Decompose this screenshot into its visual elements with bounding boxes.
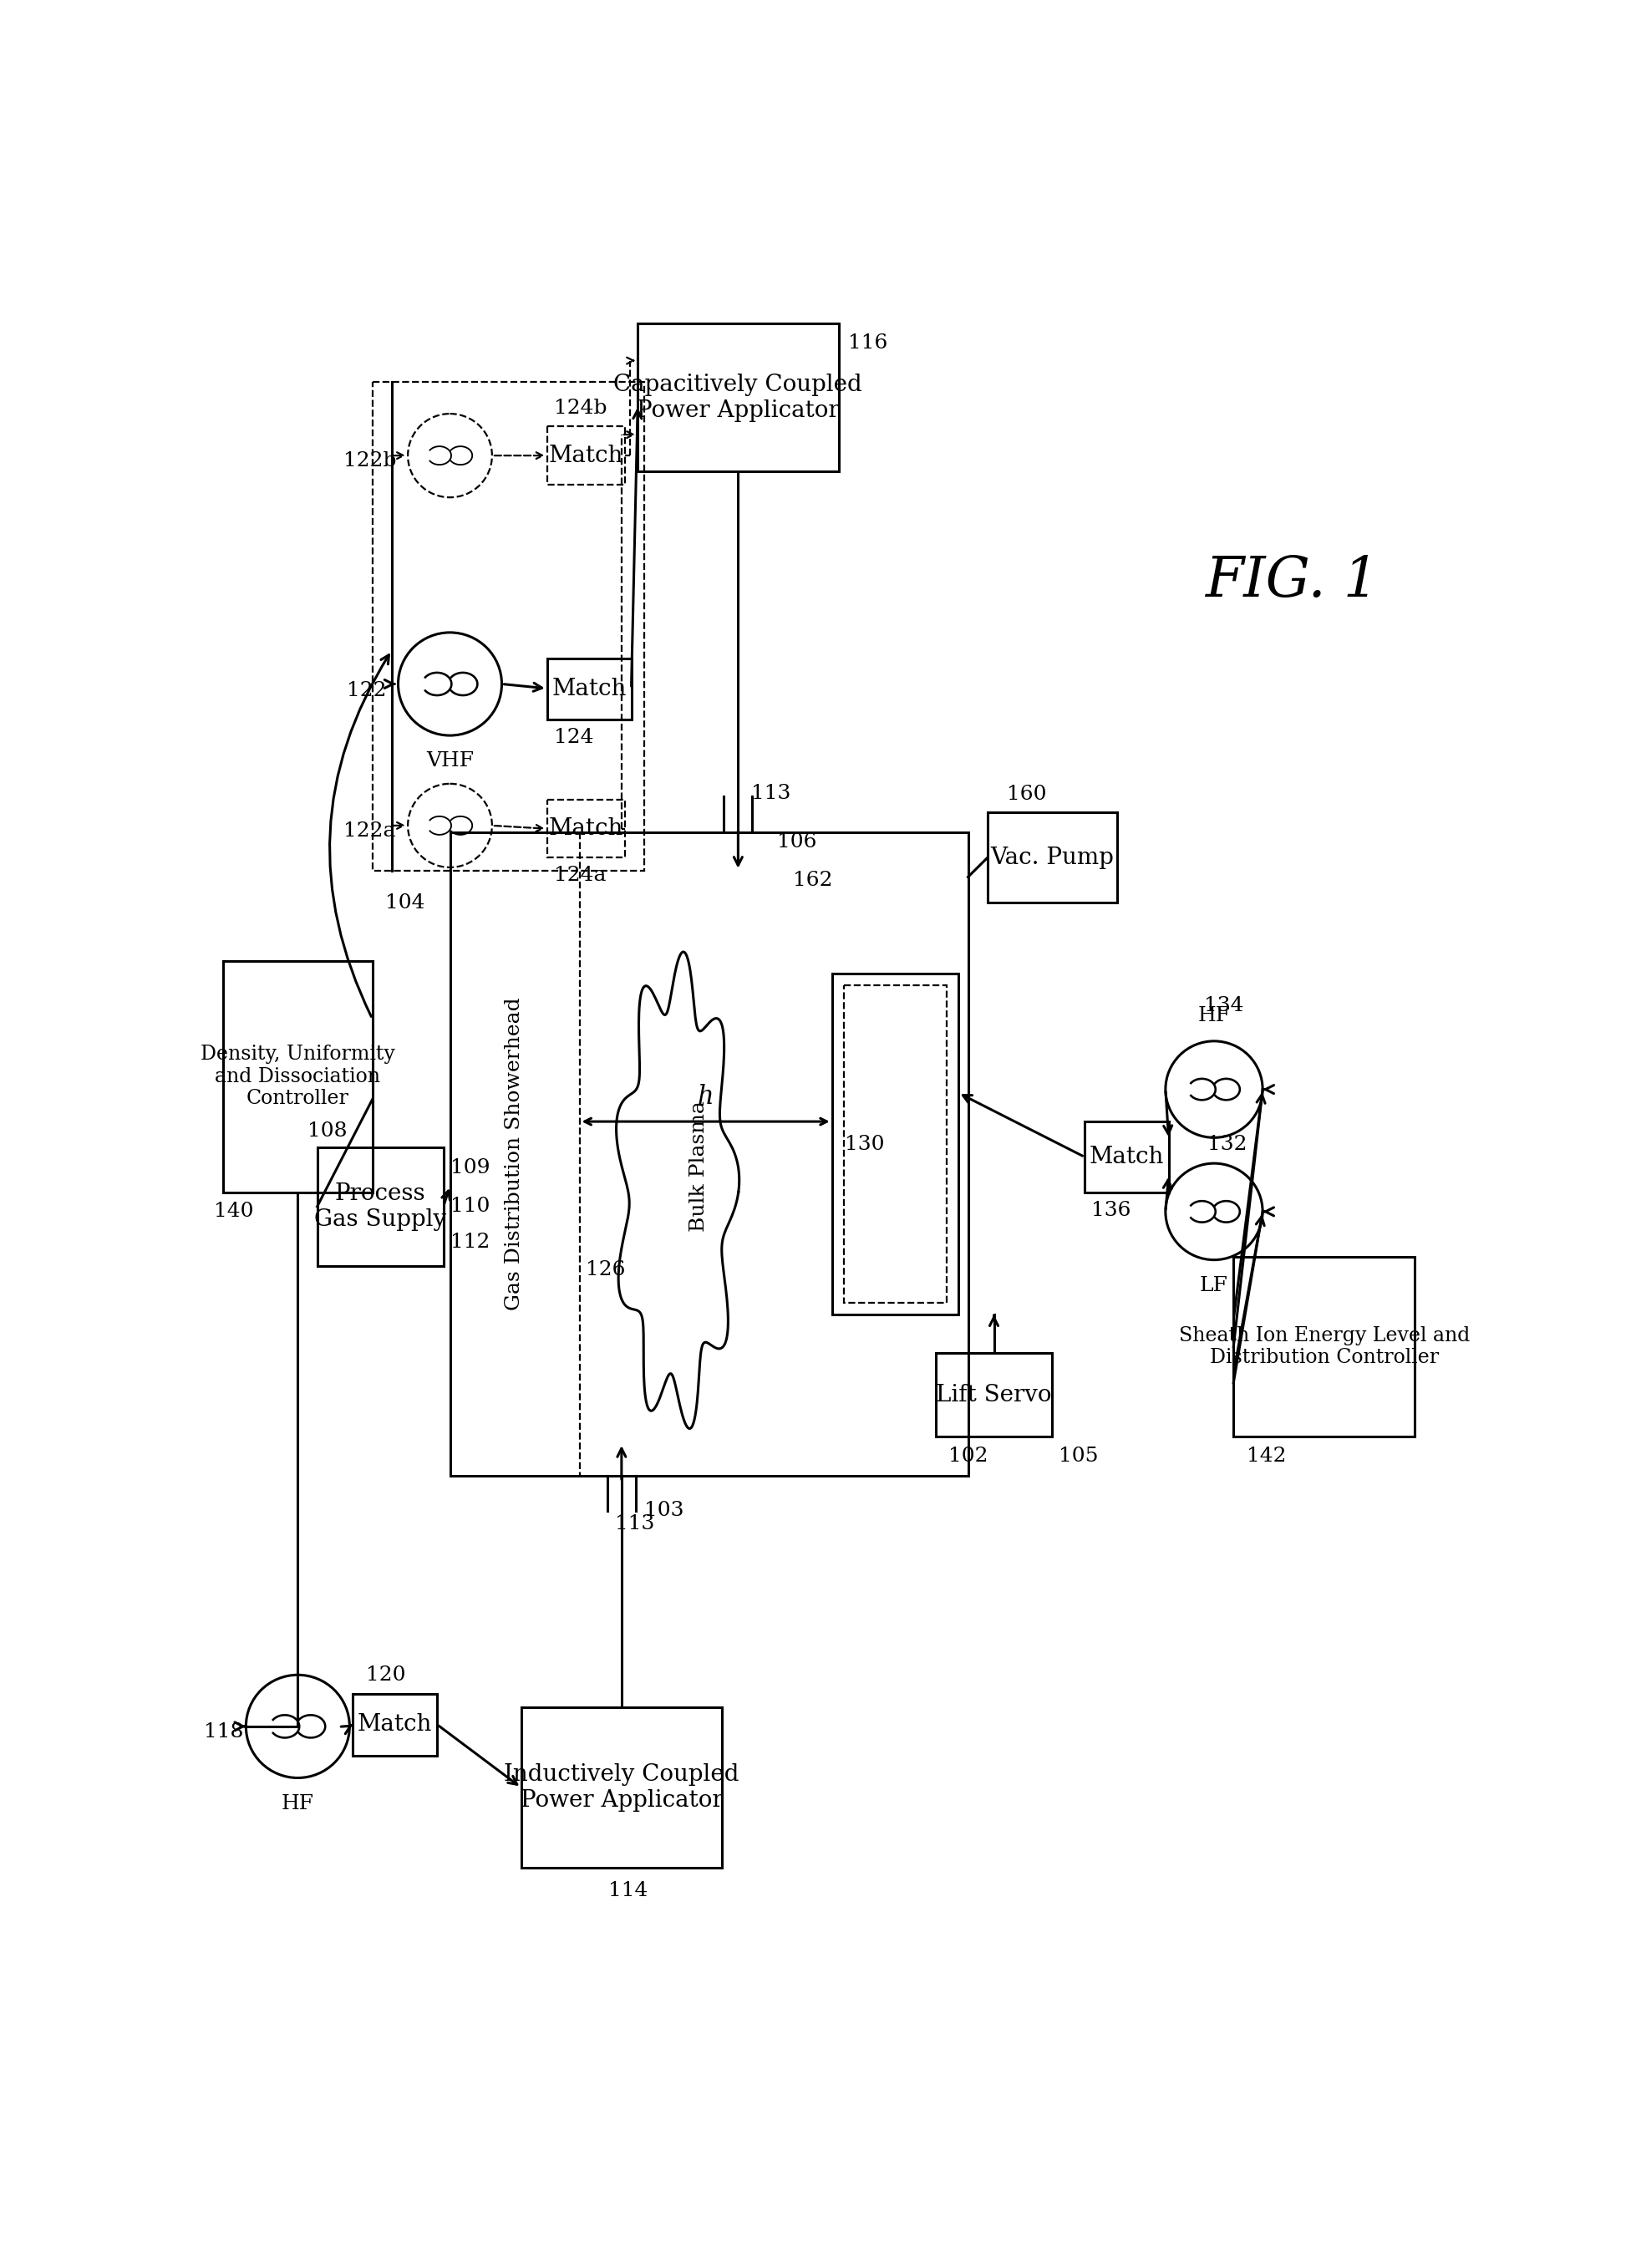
Bar [1233,1256,1414,1438]
Text: 124a: 124a [553,866,605,885]
Text: 122b: 122b [343,451,396,469]
Text: 160: 160 [1006,785,1047,805]
Text: Lift Servo: Lift Servo [936,1383,1052,1406]
Text: 114: 114 [608,1880,648,1901]
Text: Match: Match [551,678,626,701]
Text: 122: 122 [346,680,387,701]
Bar [546,426,625,485]
Text: 104: 104 [385,894,426,912]
Bar [832,973,959,1315]
Text: 110: 110 [450,1198,489,1216]
Text: 124b: 124b [553,399,607,417]
Text: Process
Gas Supply: Process Gas Supply [315,1182,447,1232]
Text: 113: 113 [750,785,791,803]
Bar [638,324,838,472]
Text: Vac. Pump: Vac. Pump [990,846,1114,869]
Text: 136: 136 [1091,1200,1130,1220]
Text: 126: 126 [586,1261,626,1279]
Text: h: h [698,1084,714,1109]
Text: 106: 106 [776,832,817,850]
Text: Capacitively Coupled
Power Applicator: Capacitively Coupled Power Applicator [613,374,863,422]
Text: HF: HF [282,1794,315,1812]
Text: FIG. 1: FIG. 1 [1205,553,1378,608]
Text: Gas Distribution Showerhead: Gas Distribution Showerhead [506,998,524,1311]
Text: 162: 162 [793,871,833,889]
Bar [450,832,967,1476]
Text: 132: 132 [1207,1134,1248,1154]
Bar [546,801,625,857]
Text: Bulk Plasma: Bulk Plasma [690,1100,709,1232]
Text: 124: 124 [553,728,594,746]
Text: 120: 120 [365,1665,406,1685]
Text: 105: 105 [1059,1447,1098,1465]
Text: 140: 140 [214,1202,253,1220]
Text: 116: 116 [848,333,887,352]
Text: Match: Match [548,445,623,467]
Text: Density, Uniformity
and Dissociation
Controller: Density, Uniformity and Dissociation Con… [201,1046,395,1109]
Text: 113: 113 [615,1515,654,1533]
Text: 108: 108 [308,1123,347,1141]
Text: LF: LF [1200,1277,1228,1295]
Bar [936,1354,1052,1438]
Text: Inductively Coupled
Power Applicator: Inductively Coupled Power Applicator [504,1762,739,1812]
Text: Sheath Ion Energy Level and
Distribution Controller: Sheath Ion Energy Level and Distribution… [1179,1327,1470,1368]
Text: Match: Match [1090,1145,1165,1168]
Bar [372,381,644,871]
Text: Match: Match [548,816,623,839]
Text: 142: 142 [1246,1447,1287,1465]
Bar [316,1148,444,1266]
Bar [1085,1123,1169,1193]
Text: HF: HF [1197,1005,1230,1025]
Bar [987,812,1117,903]
Text: 130: 130 [845,1134,884,1154]
Text: Match: Match [357,1715,432,1735]
Bar [223,962,372,1193]
Text: VHF: VHF [426,751,473,771]
Text: 112: 112 [450,1232,489,1252]
Text: 109: 109 [450,1159,489,1177]
Bar [522,1708,723,1869]
Text: 103: 103 [644,1501,683,1520]
Text: 118: 118 [204,1721,243,1742]
Text: 102: 102 [949,1447,988,1465]
Bar [843,984,946,1304]
Text: 122a: 122a [343,821,395,841]
Text: 134: 134 [1204,996,1244,1016]
Bar [352,1694,437,1755]
Bar [546,658,631,719]
